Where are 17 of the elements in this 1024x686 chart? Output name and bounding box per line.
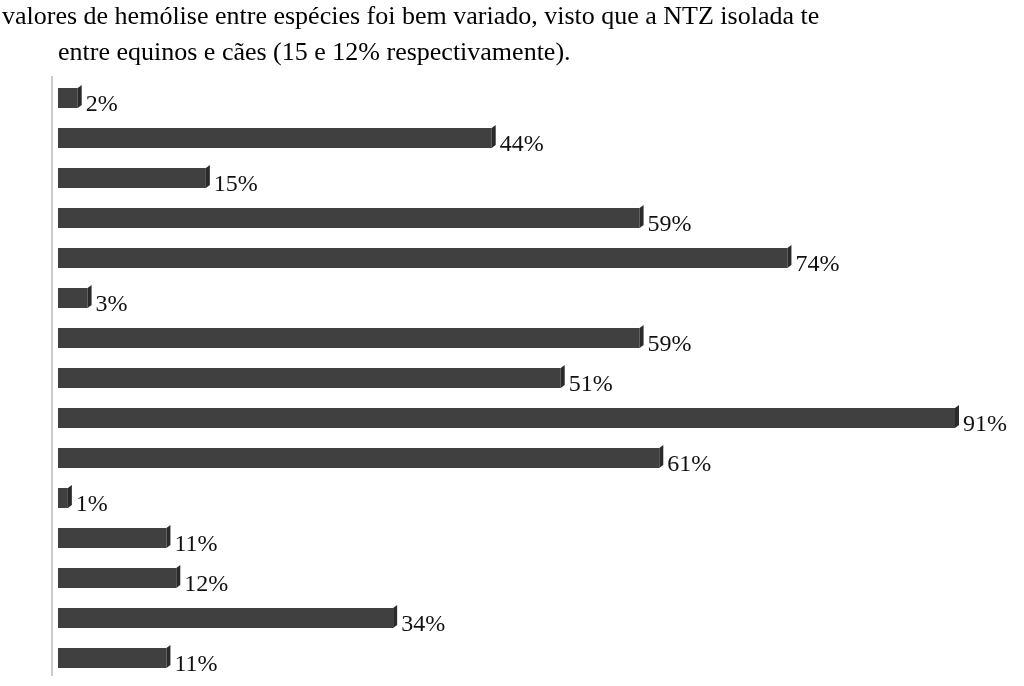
data-label: 11%	[174, 530, 218, 556]
data-label: 12%	[184, 570, 229, 596]
data-label: 59%	[647, 330, 692, 356]
data-label: 61%	[667, 450, 712, 476]
text: entre equinos e cães (15 e 12% respectivamente).	[58, 37, 571, 66]
data-label: 11%	[174, 650, 218, 676]
data-label: 91%	[963, 410, 1007, 436]
data-label: 3%	[95, 290, 128, 316]
data-label: 1%	[75, 490, 108, 516]
data-label: 15%	[213, 170, 258, 196]
data-label: 59%	[647, 210, 692, 236]
data-label: 2%	[85, 90, 118, 116]
data-label: 51%	[568, 370, 613, 396]
data-label: 34%	[401, 610, 446, 636]
text: valores de hemólise entre espécies foi bem variado, visto que a NTZ isolada te	[2, 1, 820, 30]
data-label: 74%	[795, 250, 840, 276]
data-label: 44%	[499, 130, 544, 156]
